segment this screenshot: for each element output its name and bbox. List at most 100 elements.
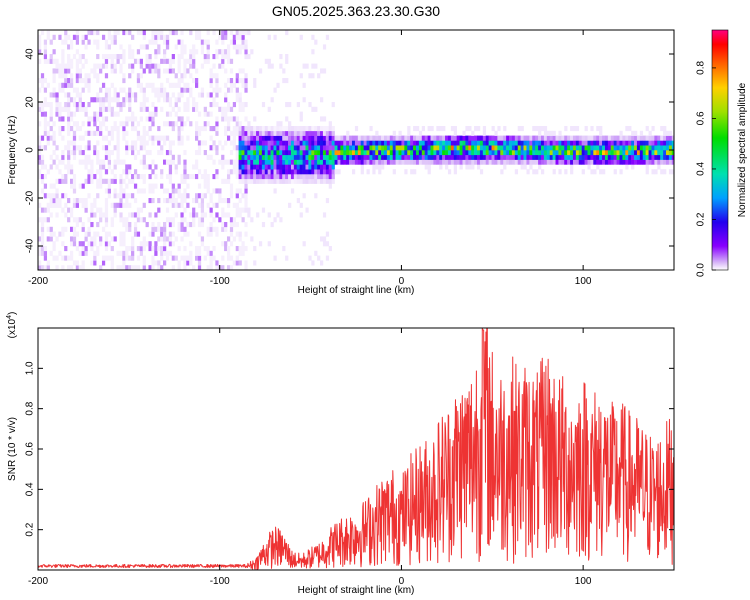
heatmap-cell [46,135,50,141]
heatmap-cell [587,140,591,146]
heatmap-cell [311,49,315,55]
heatmap-cell [346,154,350,160]
heatmap-cell [320,135,324,141]
heatmap-cell [203,39,207,45]
heatmap-cell [104,87,109,93]
heatmap-cell [163,87,167,93]
heatmap-cell [587,164,591,170]
heatmap-cell [445,145,449,151]
heatmap-cell [128,202,132,208]
heatmap-cell [247,178,251,184]
heatmap-cell [165,150,170,156]
heatmap-cell [229,58,234,64]
heatmap-cell [165,135,170,141]
heatmap-cell [320,154,324,160]
heatmap-cell [517,154,521,160]
heatmap-cell [40,178,45,184]
heatmap-cell [139,58,143,64]
heatmap-cell [38,102,42,108]
heatmap-cell [561,159,565,165]
heatmap-cell [69,178,74,184]
heatmap-cell [354,135,359,141]
heatmap-cell [375,154,379,160]
heatmap-cell [101,145,106,151]
heatmap-cell [154,183,158,189]
heatmap-cell [215,39,219,45]
heatmap-cell [192,207,196,213]
heatmap-cell [67,102,71,108]
heatmap-cell [229,188,234,194]
heatmap-cell [142,178,146,184]
heatmap-cell [180,73,184,79]
heatmap-cell [81,135,85,141]
heatmap-cell [418,154,423,160]
heatmap-cell [282,178,286,184]
heatmap-cell [645,154,649,160]
heatmap-cell [540,154,545,160]
heatmap-cell [171,54,175,60]
heatmap-cell [206,202,210,208]
heatmap-cell [247,169,251,175]
heatmap-cell [302,97,306,103]
heatmap-cell [500,154,504,160]
heatmap-cell [209,255,213,261]
heatmap-cell [78,265,82,270]
heatmap-cell [270,178,274,184]
heatmap-cell [151,111,155,117]
heatmap-cell [410,135,414,141]
heatmap-cell [165,159,170,165]
heatmap-cell [133,183,138,189]
heatmap-cell [174,73,178,79]
heatmap-cell [168,121,173,127]
heatmap-cell [177,135,181,141]
heatmap-cell [151,183,155,189]
heatmap-cell [235,164,239,170]
heatmap-cell [273,135,277,141]
heatmap-cell [453,140,457,146]
heatmap-cell [136,130,141,136]
heatmap-cell [72,140,77,146]
heatmap-cell [378,159,382,165]
heatmap-cell [668,150,673,156]
heatmap-cell [363,140,367,146]
heatmap-cell [555,159,559,165]
heatmap-cell [78,106,82,112]
heatmap-cell [546,154,551,160]
heatmap-cell [352,154,356,160]
heatmap-cell [302,135,306,141]
heatmap-cell [346,150,350,156]
heatmap-cell [186,102,190,108]
heatmap-cell [87,231,91,237]
heatmap-cell [151,102,155,108]
heatmap-cell [215,231,219,237]
heatmap-cell [165,39,170,45]
heatmap-cell [160,255,164,261]
heatmap-cell [602,159,606,165]
heatmap-cell [590,126,594,132]
heatmap-cell [93,30,97,36]
heatmap-cell [232,164,237,170]
heatmap-cell [500,135,504,141]
heatmap-cell [40,154,45,160]
heatmap-cell [305,130,309,136]
heatmap-cell [648,145,652,151]
heatmap-cell [81,54,85,60]
heatmap-cell [299,154,303,160]
heatmap-cell [209,265,213,270]
heatmap-cell [293,154,298,160]
heatmap-cell [93,255,97,261]
heatmap-cell [404,150,408,156]
heatmap-cell [67,78,71,84]
heatmap-cell [84,106,88,112]
heatmap-cell [200,92,205,98]
heatmap-cell [253,246,257,252]
heatmap-cell [163,241,167,247]
snr-y-axis: 0.20.40.60.81.0 [25,361,674,537]
heatmap-cell [261,178,266,184]
heatmap-cell [177,106,181,112]
heatmap-cell [378,145,382,151]
heatmap-cell [55,265,59,270]
heatmap-cell [93,202,97,208]
heatmap-cell [168,193,173,199]
heatmap-cell [314,154,318,160]
